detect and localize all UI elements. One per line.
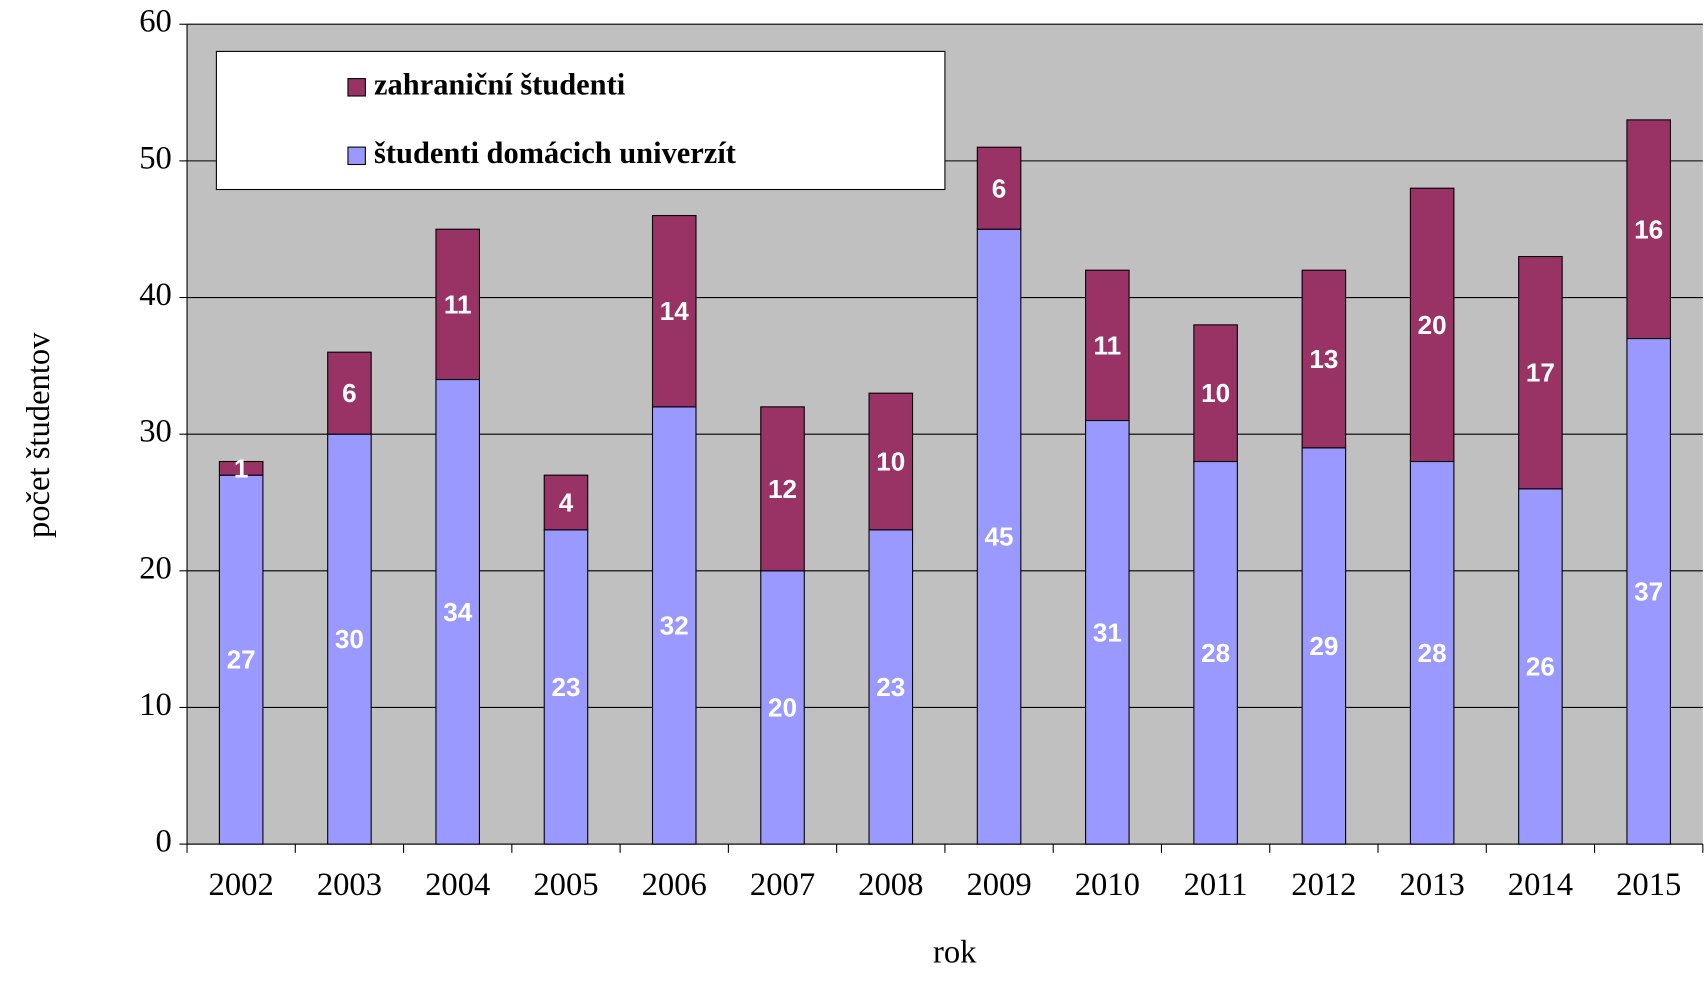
- data-label: 29: [1309, 631, 1338, 661]
- data-label: 14: [660, 296, 690, 326]
- x-tick-label: 2005: [533, 867, 598, 903]
- legend-box: [215, 50, 946, 191]
- x-tick-label: 2011: [1184, 867, 1248, 903]
- data-label: 27: [227, 645, 256, 675]
- x-axis-label: rok: [933, 935, 977, 971]
- bar-segment: [543, 474, 589, 531]
- data-label: 28: [1418, 638, 1447, 668]
- x-tick-label: 2015: [1616, 867, 1681, 903]
- data-label: 10: [1201, 378, 1230, 408]
- bar-segment: [976, 146, 1022, 230]
- data-label: 17: [1526, 358, 1555, 388]
- bar-segment: [1409, 187, 1455, 463]
- x-tick-label: 2013: [1400, 867, 1465, 903]
- y-tick-label: 10: [139, 687, 172, 723]
- x-tick-label: 2007: [750, 867, 815, 903]
- legend-swatch: [347, 78, 366, 97]
- bar-segment: [1085, 419, 1130, 845]
- x-tick-label: 2004: [425, 867, 490, 903]
- bar-segment: [1626, 337, 1671, 845]
- data-label: 1: [234, 453, 249, 483]
- bar-segment: [1193, 324, 1238, 463]
- y-tick-label: 40: [139, 277, 172, 313]
- bar-segment: [868, 392, 914, 531]
- data-label: 23: [876, 672, 905, 702]
- bar-segment: [651, 214, 697, 408]
- data-label: 32: [660, 611, 689, 641]
- bar-segment: [1518, 255, 1563, 490]
- legend-label: študenti domácich univerzít: [374, 136, 736, 170]
- x-tick-label: 2012: [1291, 867, 1356, 903]
- legend-swatch: [347, 146, 366, 166]
- data-label: 28: [1201, 638, 1230, 668]
- data-label: 6: [342, 378, 357, 408]
- bar-segment: [1085, 269, 1130, 422]
- bar-segment: [1193, 460, 1238, 845]
- data-label: 4: [559, 488, 574, 518]
- x-tick-label: 2014: [1508, 867, 1573, 903]
- data-label: 20: [1418, 310, 1447, 340]
- y-tick-label: 0: [155, 824, 171, 860]
- y-tick-label: 30: [139, 414, 172, 450]
- data-label: 23: [551, 672, 580, 702]
- x-tick-label: 2010: [1075, 867, 1140, 903]
- x-tick-label: 2008: [858, 867, 923, 903]
- bar-segment: [1301, 269, 1347, 449]
- x-tick-label: 2003: [317, 867, 382, 903]
- data-label: 11: [444, 289, 472, 319]
- data-label: 31: [1093, 617, 1122, 647]
- bar-segment: [760, 406, 805, 572]
- data-label: 6: [992, 173, 1007, 203]
- x-tick-label: 2009: [966, 867, 1031, 903]
- data-label: 10: [876, 447, 905, 477]
- legend-label: zahraniční študenti: [374, 67, 626, 101]
- data-label: 16: [1634, 214, 1663, 244]
- bar-segment: [868, 529, 914, 845]
- y-tick-label: 20: [139, 550, 172, 586]
- data-label: 37: [1634, 576, 1663, 606]
- bar-segment: [1626, 119, 1671, 340]
- x-tick-label: 2002: [209, 867, 274, 903]
- bar-segment: [327, 351, 372, 435]
- data-label: 13: [1309, 344, 1338, 374]
- y-tick-label: 50: [139, 140, 172, 176]
- bar-segment: [543, 529, 589, 845]
- data-label: 26: [1526, 652, 1555, 682]
- data-label: 12: [768, 474, 797, 504]
- data-label: 34: [443, 597, 473, 627]
- bar-segment: [435, 378, 480, 845]
- bar-segment: [327, 433, 372, 845]
- bar-segment: [435, 228, 480, 381]
- bar-segment: [218, 460, 264, 476]
- bar-segment: [976, 228, 1022, 845]
- data-label: 20: [768, 693, 797, 723]
- bar-segment: [1409, 460, 1455, 845]
- bar-segment: [1518, 488, 1563, 845]
- x-tick-label: 2006: [642, 867, 707, 903]
- data-label: 30: [335, 624, 364, 654]
- bar-segment: [760, 570, 805, 845]
- y-axis-label: počet študentov: [21, 332, 57, 538]
- data-label: 45: [985, 522, 1014, 552]
- y-tick-label: 60: [139, 4, 172, 40]
- data-label: 11: [1094, 330, 1122, 360]
